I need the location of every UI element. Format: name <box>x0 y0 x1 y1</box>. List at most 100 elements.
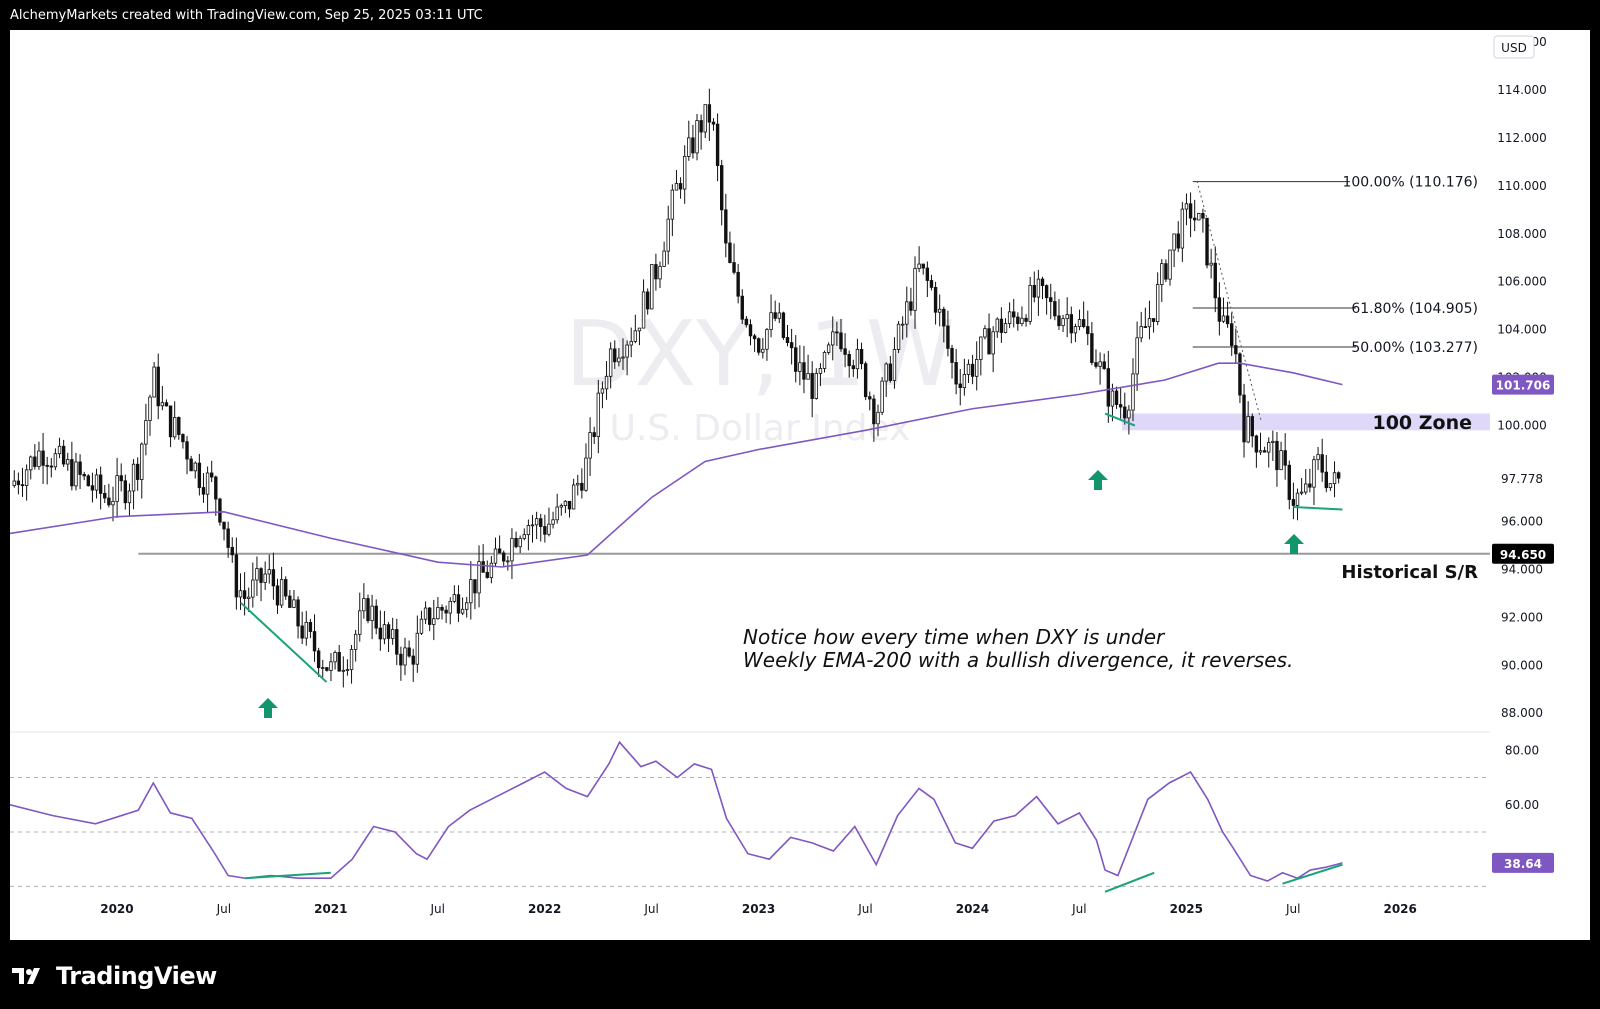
candle-body <box>933 287 938 313</box>
candle-body <box>440 607 444 611</box>
fib-trend-line <box>1196 180 1262 421</box>
candle-body <box>1020 317 1024 325</box>
candle-body <box>1160 263 1164 285</box>
candle-body <box>66 459 70 465</box>
candle-body <box>300 625 304 639</box>
rsi-pane <box>9 740 1490 893</box>
candle-body <box>1057 315 1061 327</box>
candle-body <box>316 650 321 669</box>
rsi-tick-label: 60.00 <box>1505 798 1539 812</box>
watermark-name: U.S. Dollar Index <box>610 408 911 449</box>
candle-body <box>613 348 617 363</box>
candle-body <box>658 265 662 280</box>
candle-body <box>1225 315 1230 325</box>
candle-body <box>913 268 917 311</box>
candle-body <box>604 375 609 390</box>
candle-body <box>1320 454 1324 473</box>
candle-body <box>456 594 461 614</box>
candle-body <box>53 453 58 468</box>
candle-body <box>999 318 1004 333</box>
candle-body <box>571 484 576 510</box>
candle-body <box>526 525 531 536</box>
candle-body <box>937 308 942 313</box>
candle-body <box>358 610 362 635</box>
currency-button[interactable] <box>1493 35 1535 59</box>
candle-body <box>687 137 691 157</box>
candle-body <box>588 432 592 459</box>
candle-body <box>205 472 210 495</box>
candle-body <box>929 280 934 288</box>
candle-body <box>1044 285 1049 299</box>
time-tick-label: Jul <box>1285 902 1300 916</box>
candle-body <box>226 528 230 548</box>
candle-body <box>1258 450 1263 453</box>
price-tick-label: 112.000 <box>1497 131 1547 145</box>
arrow-up-icon <box>1284 534 1304 554</box>
candle-body <box>415 632 420 665</box>
candle-body <box>946 325 950 349</box>
candle-body <box>230 547 234 556</box>
time-tick-label: 2024 <box>956 902 989 916</box>
candle-body <box>197 462 202 488</box>
candle-body <box>876 411 880 425</box>
dxy-weekly-chart[interactable]: DXY, 1W U.S. Dollar Index 100 Zone Histor… <box>9 30 1590 940</box>
candle-body <box>94 474 99 491</box>
candle-body <box>991 331 995 355</box>
candle-body <box>896 323 901 350</box>
zone-100-band <box>1122 413 1490 431</box>
candle-body <box>127 490 132 504</box>
candle-body <box>263 573 267 583</box>
candle-body <box>785 337 790 343</box>
rsi-divergence-line <box>1282 863 1343 885</box>
candle-body <box>752 335 757 340</box>
candle-body <box>1316 454 1320 461</box>
price-tick-label: 88.000 <box>1501 706 1543 720</box>
candle-body <box>312 631 317 652</box>
candle-body <box>201 487 206 495</box>
candle-body <box>271 569 276 587</box>
candle-body <box>1168 249 1172 280</box>
candle-body <box>98 474 103 494</box>
candle-body <box>975 359 979 377</box>
candle-body <box>119 475 123 482</box>
candle-body <box>942 308 946 327</box>
candle-body <box>452 594 457 602</box>
candle-body <box>851 365 856 370</box>
price-tick-label: 90.000 <box>1501 658 1543 672</box>
candle-body <box>123 480 128 504</box>
candle-body <box>1049 297 1053 302</box>
candle-body <box>1176 233 1180 249</box>
candle-body <box>103 493 107 499</box>
candle-body <box>399 653 403 666</box>
candle-body <box>950 347 954 363</box>
time-tick-label: Jul <box>643 902 658 916</box>
candle-body <box>1102 361 1106 369</box>
candle-body <box>465 602 469 610</box>
candle-body <box>1205 217 1209 266</box>
candle-body <box>86 475 91 487</box>
candle-body <box>855 348 860 370</box>
candle-body <box>1336 472 1341 479</box>
candle-body <box>987 328 991 355</box>
candle-body <box>1324 471 1329 489</box>
candle-body <box>744 318 749 326</box>
candle-body <box>1279 450 1283 471</box>
rsi-line <box>9 740 1343 882</box>
candle-body <box>1295 492 1300 506</box>
candle-body <box>1275 440 1279 471</box>
candle-body <box>1238 353 1242 396</box>
candle-body <box>522 534 526 539</box>
candle-body <box>839 332 843 350</box>
candle-body <box>140 443 144 480</box>
candle-body <box>621 356 625 359</box>
candle-body <box>255 568 259 581</box>
candle-body <box>386 624 391 639</box>
price-tick-label: 106.000 <box>1497 275 1547 289</box>
candle-body <box>407 647 411 657</box>
candle-body <box>1221 315 1226 322</box>
candle-body <box>395 629 399 655</box>
candle-body <box>477 561 481 594</box>
ema-value-tag: 101.706 <box>1496 379 1551 393</box>
candle-body <box>362 598 366 612</box>
candle-body <box>1123 406 1127 419</box>
